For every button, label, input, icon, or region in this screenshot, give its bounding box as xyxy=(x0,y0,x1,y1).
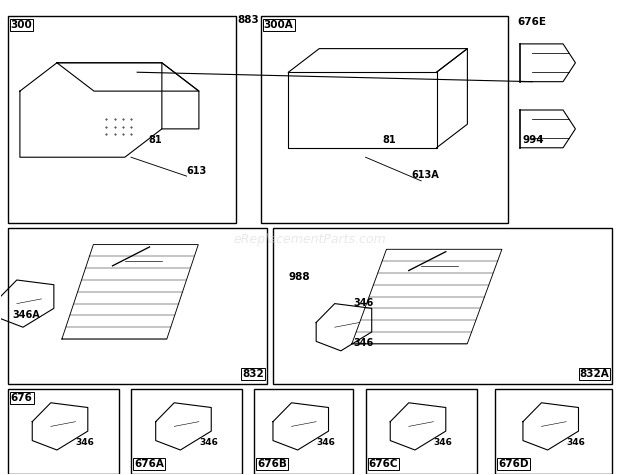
Text: 346: 346 xyxy=(353,338,373,348)
Text: 346: 346 xyxy=(353,298,373,308)
Text: 832: 832 xyxy=(242,369,264,379)
Bar xyxy=(273,228,613,384)
Bar xyxy=(254,389,353,474)
Text: 346: 346 xyxy=(566,438,585,447)
Bar xyxy=(131,389,242,474)
Text: 346: 346 xyxy=(316,438,335,447)
Text: 676B: 676B xyxy=(257,459,288,469)
Bar xyxy=(260,16,508,223)
Text: 883: 883 xyxy=(237,15,259,25)
Text: 676A: 676A xyxy=(134,459,164,469)
Text: 346: 346 xyxy=(199,438,218,447)
Text: 994: 994 xyxy=(523,135,544,145)
Text: 346: 346 xyxy=(76,438,94,447)
Text: 676E: 676E xyxy=(517,17,546,27)
Text: 81: 81 xyxy=(148,135,162,145)
Text: 346: 346 xyxy=(433,438,453,447)
Text: 300A: 300A xyxy=(264,20,293,30)
Text: 613A: 613A xyxy=(412,171,440,180)
Bar xyxy=(366,389,477,474)
Bar xyxy=(7,389,118,474)
Bar xyxy=(7,16,236,223)
Text: eReplacementParts.com: eReplacementParts.com xyxy=(234,233,386,247)
Bar xyxy=(495,389,613,474)
Text: 832A: 832A xyxy=(580,369,609,379)
Bar xyxy=(7,228,267,384)
Text: 613: 613 xyxy=(187,166,207,176)
Text: 300: 300 xyxy=(11,20,32,30)
Text: 81: 81 xyxy=(383,135,396,145)
Text: 676: 676 xyxy=(11,393,32,403)
Text: 988: 988 xyxy=(288,272,310,282)
Text: 676D: 676D xyxy=(498,459,529,469)
Text: 676C: 676C xyxy=(369,459,398,469)
Text: 346A: 346A xyxy=(12,310,40,320)
